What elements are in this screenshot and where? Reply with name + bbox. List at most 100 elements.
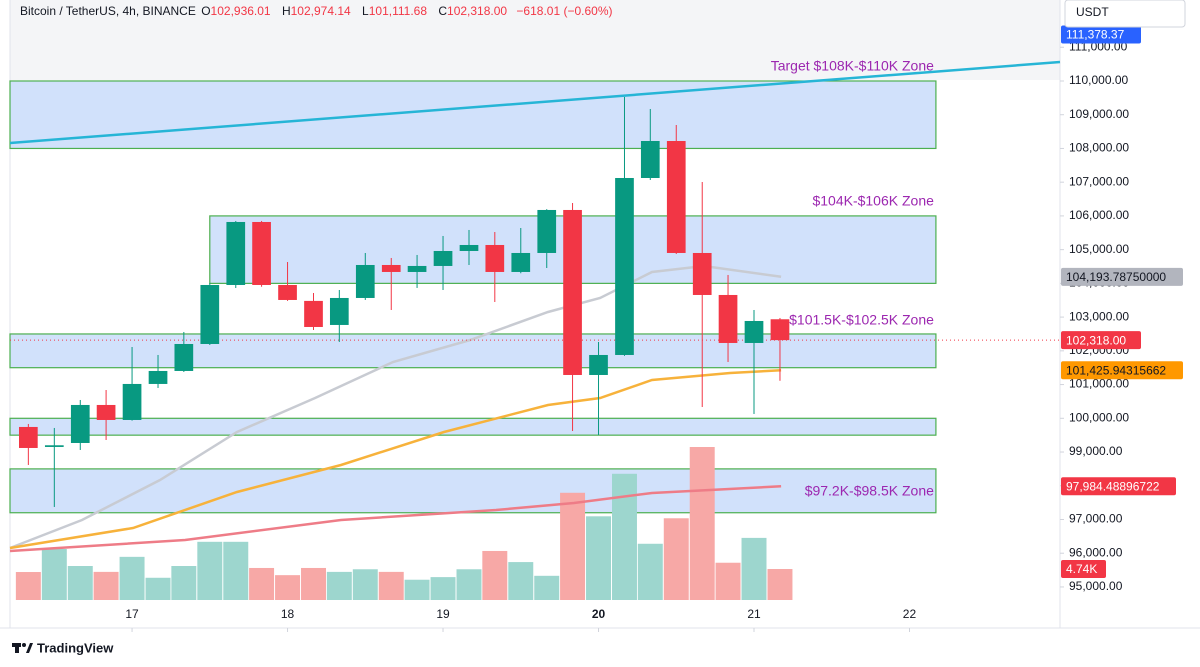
- candle-body: [44, 445, 64, 447]
- candle-body: [96, 404, 116, 420]
- line: [9, 368, 782, 550]
- y-tick-label: 110,000.00: [1069, 73, 1128, 87]
- ohlc-value: 102,936.01: [210, 4, 271, 18]
- volume-bar: [119, 556, 145, 600]
- volume-bar: [378, 571, 404, 600]
- last-price-label: 102,318.00: [1066, 333, 1126, 347]
- volume-bar: [404, 579, 430, 600]
- candle-body: [770, 319, 790, 341]
- zone-label: $104K-$106K Zone: [812, 193, 934, 209]
- volume-bar: [560, 492, 586, 600]
- zone: [9, 417, 937, 436]
- y-tick-label: 100,000.00: [1069, 410, 1129, 424]
- brand: TradingView: [37, 640, 114, 655]
- candle-body: [407, 265, 427, 272]
- candle-body: [563, 209, 582, 375]
- line: [9, 60, 1061, 145]
- y-tick-label: 95,000.00: [1069, 579, 1123, 593]
- x-tick-label: 20: [592, 607, 606, 621]
- zone-label: $101.5K-$102.5K Zone: [789, 312, 934, 328]
- y-tick-label: 96,000.00: [1069, 545, 1123, 559]
- volume-bar: [456, 569, 482, 600]
- last-price-label-box: [1061, 331, 1141, 350]
- x-tick-label: 17: [125, 607, 139, 621]
- candles: [18, 96, 790, 507]
- candle-body: [278, 284, 297, 300]
- y-tick-label: 106,000.00: [1069, 208, 1129, 222]
- x-tick-label: 22: [903, 607, 917, 621]
- candle-body: [148, 370, 168, 384]
- candle-body: [485, 244, 505, 272]
- line-value-label: 97,984.48896722: [1066, 479, 1160, 493]
- y-tick-label: 107,000.00: [1069, 174, 1129, 188]
- symbol: Bitcoin / TetherUS, 4h, BINANCE: [20, 4, 196, 18]
- price-marker-box: [1061, 25, 1141, 44]
- candle-body: [18, 426, 38, 448]
- volume-bar: [223, 541, 249, 600]
- volume-bar: [482, 550, 508, 600]
- candle-body: [537, 209, 557, 253]
- line-value-label-box: [1061, 267, 1183, 286]
- zone-label: Target $108K-$110K Zone: [771, 58, 934, 74]
- logo: [12, 643, 33, 653]
- candle-body: [640, 140, 660, 178]
- ohlc-key: O: [201, 4, 211, 18]
- volume-bar: [586, 516, 611, 600]
- ohlc-value: 102,318.00: [447, 4, 508, 18]
- y-tick-label: 105,000.00: [1069, 242, 1129, 256]
- candle-body: [459, 244, 479, 251]
- candle-body: [174, 343, 194, 371]
- volume-bar: [93, 571, 119, 600]
- volume-bar: [67, 566, 93, 600]
- ohlc-value: 102,974.14: [290, 4, 351, 18]
- candle-body: [615, 177, 634, 355]
- zone-label: $97.2K-$98.5K Zone: [805, 483, 934, 499]
- header: Bitcoin / TetherUS, 4h, BINANCE O102,936…: [20, 4, 619, 18]
- ohlc-key: L: [362, 4, 369, 18]
- y-tick-label: 101,000.00: [1069, 377, 1129, 391]
- volume-bar: [741, 537, 767, 600]
- volume-bar: [715, 562, 741, 600]
- volume-bar: [275, 575, 301, 600]
- ohlc-value: 101,111.68: [368, 4, 427, 18]
- line-value-label: 101,425.94315662: [1066, 363, 1166, 377]
- y-tick-label: 109,000.00: [1069, 107, 1129, 121]
- line-value-label: 104,193.78750000: [1066, 270, 1166, 284]
- volume-bar: [352, 569, 378, 600]
- volume-bar: [145, 577, 171, 600]
- y-tick-label: 103,000.00: [1069, 309, 1129, 323]
- ohlc-key: H: [281, 4, 291, 18]
- volume-bar: [41, 549, 67, 600]
- volume-bar: [508, 562, 534, 600]
- volume-bar: [637, 543, 663, 600]
- axes: 95,000.0096,000.0097,000.0098,000.0099,0…: [125, 25, 1183, 632]
- volume-bar: [171, 566, 197, 600]
- price-marker: 111,378.37: [1066, 28, 1125, 42]
- x-tick-label: 21: [747, 607, 761, 621]
- line: [9, 485, 782, 553]
- currency-box[interactable]: [1064, 0, 1186, 28]
- x-tick-label: 19: [436, 607, 450, 621]
- currency: USDT: [1076, 5, 1109, 19]
- candle-body: [718, 294, 738, 343]
- volume-bar: [326, 571, 352, 600]
- candle-body: [589, 354, 608, 375]
- candle-body: [381, 264, 401, 272]
- volume-bar: [430, 577, 456, 600]
- candle-body: [666, 140, 686, 253]
- candle-body: [433, 250, 453, 266]
- zone: [9, 468, 937, 514]
- x-tick-label: 18: [281, 607, 295, 621]
- candle-body: [511, 252, 531, 272]
- y-tick-label: 97,000.00: [1069, 512, 1123, 526]
- candle-body: [200, 284, 220, 344]
- top-shade: [10, 0, 1060, 80]
- y-tick-label: 108,000.00: [1069, 141, 1129, 155]
- candle-body: [226, 221, 246, 285]
- candle-body: [70, 404, 90, 443]
- y-tick-label: 99,000.00: [1069, 444, 1123, 458]
- volume-bar: [689, 447, 715, 600]
- volume-bar: [767, 569, 793, 600]
